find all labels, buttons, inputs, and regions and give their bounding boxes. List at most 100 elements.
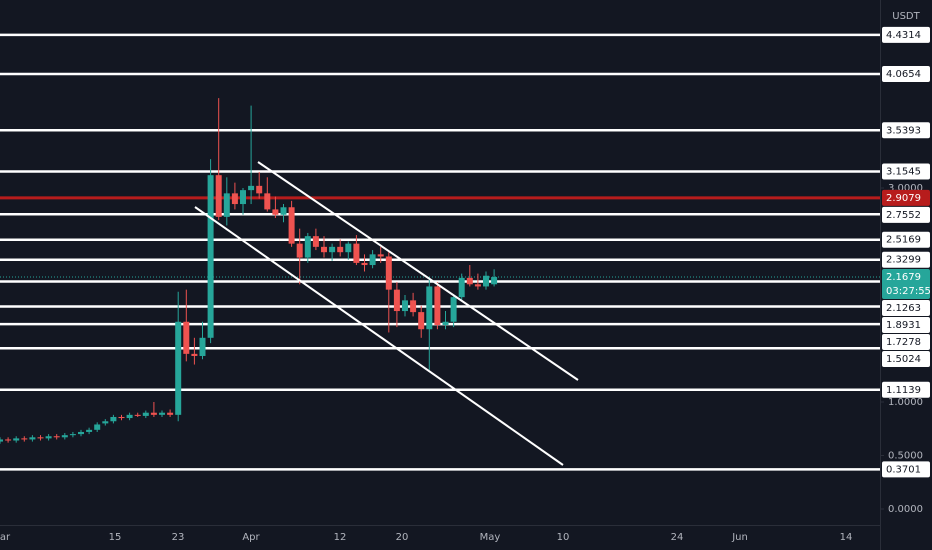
candle-body (94, 424, 101, 430)
price-label-box (882, 300, 930, 317)
candle-body (402, 300, 408, 312)
candle-body (264, 193, 271, 210)
candle-body (345, 243, 352, 253)
candle-body (69, 434, 76, 436)
candle-body (410, 300, 417, 313)
price-label-box (882, 269, 930, 300)
candle-body (491, 277, 498, 285)
price-label-box (882, 351, 930, 368)
candle-body (434, 286, 441, 325)
candle-body (191, 353, 198, 356)
x-tick-label: 24 (671, 532, 684, 543)
price-label-box (882, 189, 930, 206)
candle-body (231, 193, 238, 205)
candle-body (142, 412, 149, 416)
candle-body (61, 435, 68, 438)
candle-body (110, 416, 117, 422)
y-tick-label: 0.0000 (888, 504, 923, 515)
candle-body (29, 437, 36, 440)
price-label-box (882, 317, 930, 334)
price-label: 2.7552 (886, 210, 921, 221)
candle-body (280, 207, 287, 215)
candle-body (272, 209, 279, 215)
currency-label: USDT (892, 11, 920, 22)
candle-body (337, 246, 344, 253)
price-label-box (882, 251, 930, 268)
plot (0, 33, 880, 471)
candle-body (223, 193, 230, 217)
x-tick-label: 20 (396, 532, 409, 543)
candle-body (5, 439, 12, 441)
candle-body (53, 436, 60, 438)
price-label-box (882, 461, 930, 478)
candle-body (167, 412, 174, 415)
price-label: 1.8931 (886, 320, 921, 331)
candle-body (474, 284, 481, 287)
candle-body (240, 190, 246, 205)
candle-body (450, 297, 457, 322)
price-label-box (882, 231, 930, 248)
candle-body (458, 277, 465, 298)
price-label-box (882, 122, 930, 139)
candle-body (483, 275, 489, 287)
candle-body (126, 414, 133, 419)
candle-body (78, 431, 84, 435)
price-label: 4.4314 (886, 30, 921, 41)
trend-line (257, 161, 579, 381)
candle-body (207, 175, 214, 338)
candle-body (0, 439, 3, 442)
candle-body (426, 286, 433, 330)
x-tick-label: May (480, 532, 501, 543)
price-label: 2.1679 (886, 272, 921, 283)
price-label: 2.1263 (886, 303, 921, 314)
candle-body (304, 236, 311, 258)
candle-body (150, 412, 157, 415)
price-label: 3.1545 (886, 166, 921, 177)
x-tick-label: 15 (109, 532, 122, 543)
price-label: 4.0654 (886, 69, 921, 80)
price-label: 3.5393 (886, 125, 921, 136)
candle-body (442, 321, 449, 325)
x-tick-label: Apr (242, 532, 260, 543)
candle-body (134, 414, 141, 416)
candle-body (361, 262, 368, 266)
price-label-box (882, 163, 930, 180)
candle-body (183, 321, 190, 354)
price-label: 1.1139 (886, 385, 921, 396)
candle-body (248, 185, 255, 191)
candle-body (296, 243, 303, 258)
price-label-box (882, 334, 930, 351)
x-tick-label: 10 (557, 532, 570, 543)
price-label: 2.9079 (886, 193, 921, 204)
y-tick-label: 0.5000 (888, 450, 923, 461)
price-axis: 0.0000 0.5000 1.0000 3.0000 4.4314 4.0654 3.53… (880, 26, 931, 515)
candle-body (385, 256, 392, 290)
candle-body (353, 243, 360, 263)
x-tick-label: ar (0, 532, 11, 543)
y-tick-label: 1.0000 (888, 397, 923, 408)
candle-body (393, 289, 400, 312)
x-tick-label: 14 (840, 532, 853, 543)
x-tick-label: 12 (334, 532, 347, 543)
price-label: 0.3701 (886, 464, 921, 475)
candle-body (312, 236, 319, 247)
candle-body (86, 429, 93, 432)
candle-body (199, 337, 206, 356)
candle-body (256, 185, 263, 194)
trend-line (194, 206, 564, 466)
candle-body (13, 438, 20, 441)
price-label-box (882, 26, 930, 43)
candle-body (159, 412, 165, 415)
x-tick-label: Jun (731, 532, 748, 543)
candle-body (418, 312, 425, 330)
x-tick-label: 23 (172, 532, 185, 543)
price-label: 2.5169 (886, 235, 921, 246)
price-label: 1.7278 (886, 337, 921, 348)
candle-body (466, 277, 473, 285)
candle-body (321, 246, 327, 253)
candle-body (118, 416, 125, 419)
price-label-box (882, 381, 930, 398)
candle-body (329, 246, 336, 253)
